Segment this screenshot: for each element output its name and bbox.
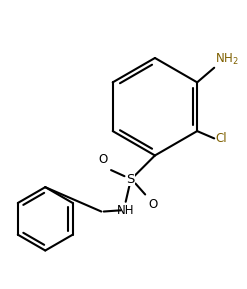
Text: Cl: Cl <box>215 132 227 145</box>
Text: S: S <box>126 173 135 186</box>
Text: NH$_2$: NH$_2$ <box>215 51 239 66</box>
Text: O: O <box>98 153 107 166</box>
Text: NH: NH <box>117 204 134 217</box>
Text: O: O <box>149 198 158 211</box>
